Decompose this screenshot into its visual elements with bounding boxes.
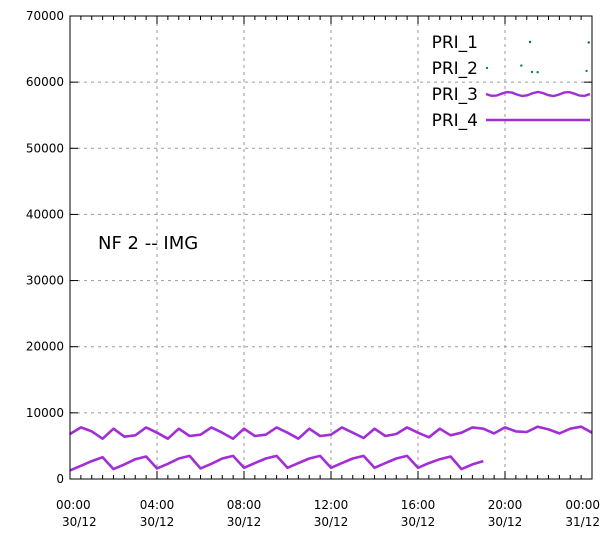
x-tick-date: 30/12: [62, 515, 97, 529]
y-tick-label: 50000: [26, 141, 64, 155]
y-tick-label: 40000: [26, 207, 64, 221]
x-tick-time: 04:00: [140, 498, 175, 512]
axis-ticks: [69, 15, 593, 480]
y-tick-label: 10000: [26, 406, 64, 420]
x-tick-time: 08:00: [227, 498, 262, 512]
series-line-pri-3: [69, 425, 593, 441]
legend-sample: [485, 66, 489, 70]
legend-label-pri-1: PRI_1: [432, 33, 478, 53]
y-axis-tick-labels: 0 10000 20000 30000 40000 50000 60000 70000: [26, 9, 64, 486]
legend-sample: [530, 70, 534, 74]
legend-label-pri-2: PRI_2: [432, 59, 478, 79]
legend: PRI_1 PRI_2 PRI_3 PRI_4: [432, 33, 591, 131]
legend-label-pri-4: PRI_4: [432, 111, 478, 131]
x-tick-time: 16:00: [401, 498, 436, 512]
data-point-pri-2: [536, 71, 539, 74]
x-tick-time: 00:00: [56, 498, 91, 512]
y-tick-label: 60000: [26, 75, 64, 89]
x-tick-date: 30/12: [488, 515, 523, 529]
x-tick-time: 12:00: [314, 498, 349, 512]
legend-label-pri-3: PRI_3: [432, 85, 478, 105]
x-tick-time: 00:00: [565, 498, 600, 512]
x-tick-date: 31/12: [565, 515, 600, 529]
legend-sample: [528, 40, 532, 44]
x-axis-tick-labels: 00:00 30/12 04:00 30/12 08:00 30/12 12:00 30/12…: [56, 498, 600, 529]
data-point-pri-2: [520, 64, 523, 67]
legend-sample: [485, 90, 591, 98]
y-tick-label: 20000: [26, 340, 64, 354]
data-point-pri-1: [587, 41, 590, 44]
x-tick-date: 30/12: [401, 515, 436, 529]
y-tick-label: 0: [56, 472, 64, 486]
series-lines: [69, 41, 593, 472]
x-tick-date: 30/12: [227, 515, 262, 529]
x-tick-date: 30/12: [314, 515, 349, 529]
y-tick-label: 70000: [26, 9, 64, 23]
x-tick-time: 20:00: [488, 498, 523, 512]
y-tick-label: 30000: [26, 274, 64, 288]
chart-annotation: NF 2 -- IMG: [98, 233, 198, 254]
series-line-pri-4: [69, 454, 484, 472]
x-tick-date: 30/12: [140, 515, 175, 529]
data-point-pri-2: [585, 69, 588, 73]
